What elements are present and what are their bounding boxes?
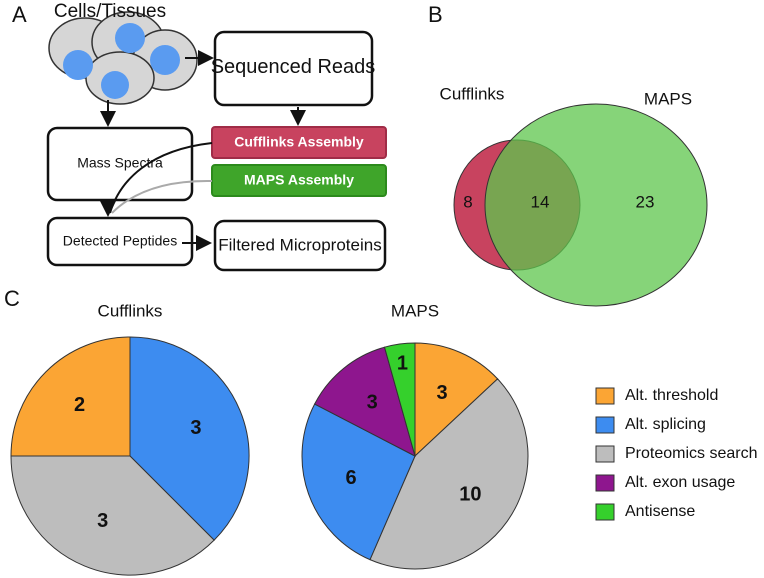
node-box	[46, 216, 194, 267]
node-box	[46, 126, 194, 202]
venn-label: MAPS	[644, 89, 692, 108]
legend-label: Alt. threshold	[625, 387, 718, 404]
arrows	[100, 50, 306, 251]
value-label: 1	[397, 352, 408, 374]
node-label: Sequenced Reads	[211, 56, 376, 78]
pie-slice	[10, 455, 215, 576]
venn-value: 14	[531, 192, 550, 211]
node-box	[213, 30, 374, 107]
venn-value: 23	[636, 192, 655, 211]
legend-label: Proteomics search	[625, 445, 758, 462]
cells-icon	[48, 11, 198, 105]
pie-slice	[383, 342, 416, 457]
legend-swatch	[595, 416, 615, 434]
panel-label: C	[4, 286, 20, 311]
venn-circle	[484, 103, 708, 307]
panel-label: A	[12, 2, 27, 27]
panel-label: B	[428, 2, 443, 27]
node-label: Filtered Microproteins	[218, 235, 381, 254]
node-label: Sequenced Reads	[211, 56, 376, 78]
value-label: 3	[97, 510, 108, 532]
pie-slice	[313, 346, 416, 457]
value-label: 10	[459, 483, 481, 505]
legend-label: Antisense	[625, 503, 695, 520]
venn-value: 8	[463, 192, 472, 211]
pie-title: MAPS	[391, 301, 439, 320]
node-label: Cufflinks Assembly	[234, 134, 364, 150]
value-label: 3	[436, 382, 447, 404]
legend-swatch	[595, 503, 615, 521]
venn-label: Cufflinks	[440, 84, 505, 103]
node-label: Cells/Tissues	[54, 1, 166, 22]
node-label: Detected Peptides	[63, 233, 177, 249]
node-box	[213, 219, 387, 272]
node-label: MAPS Assembly	[244, 172, 354, 188]
pie-slice	[129, 336, 250, 541]
legend-swatch	[595, 445, 615, 463]
legend-swatch	[595, 474, 615, 492]
legend-swatch	[595, 387, 615, 405]
pie-slice	[10, 336, 131, 457]
pie-slice	[369, 378, 529, 570]
legend-label: Alt. splicing	[625, 416, 706, 433]
node-label: Mass Spectra	[77, 155, 163, 171]
node-box	[211, 126, 387, 159]
value-label: 3	[190, 417, 201, 439]
value-label: 2	[74, 394, 85, 416]
legend-label: Alt. exon usage	[625, 474, 735, 491]
pie-title: Cufflinks	[98, 301, 163, 320]
value-label: 6	[346, 467, 357, 489]
value-label: 3	[367, 392, 378, 414]
pie-slice	[301, 403, 416, 561]
pie-slice	[414, 342, 499, 458]
